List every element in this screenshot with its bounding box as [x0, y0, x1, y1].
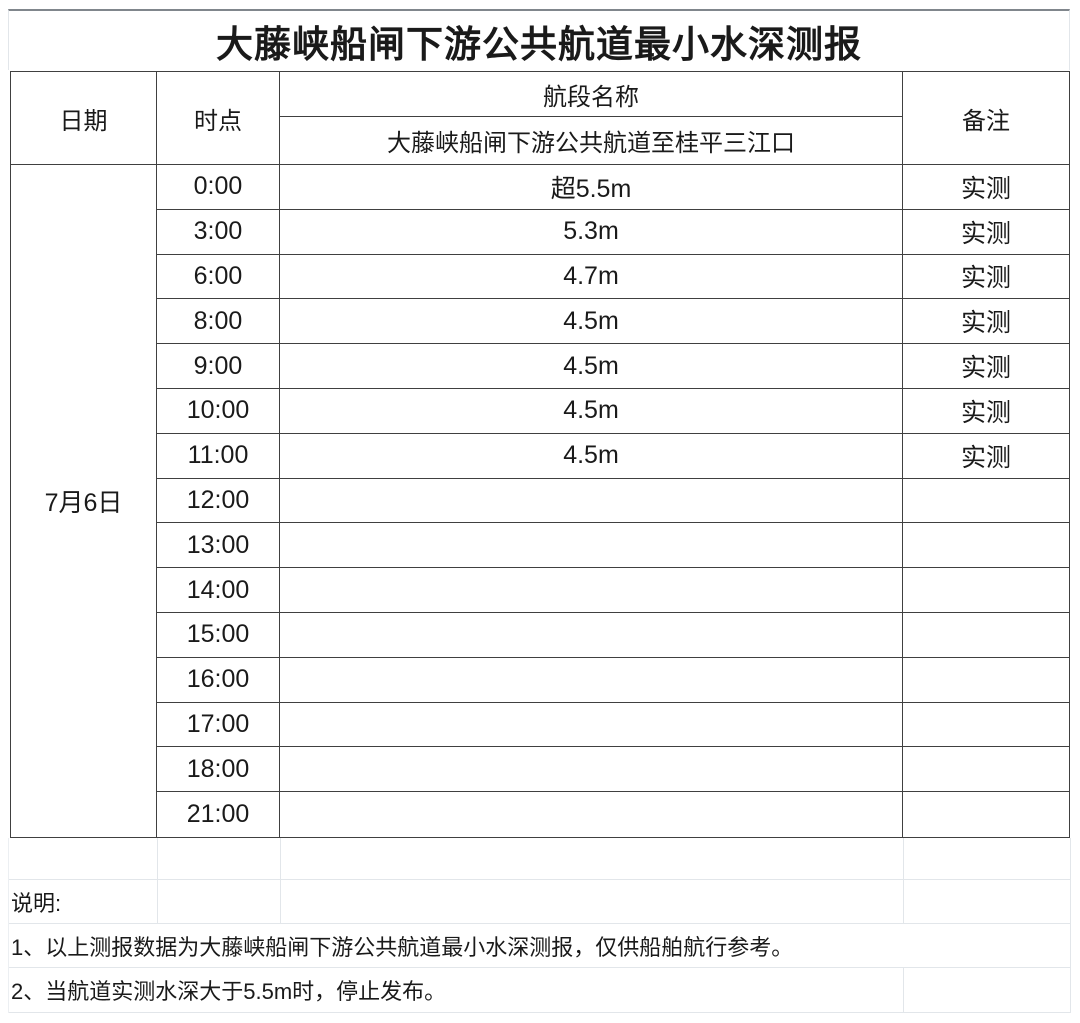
depth-cell: 4.5m	[280, 299, 903, 345]
remark-cell: 实测	[903, 210, 1069, 255]
col-header-segment: 航段名称 大藤峡船闸下游公共航道至桂平三江口	[280, 72, 903, 164]
depth-cell	[280, 702, 903, 748]
col-header-remark: 备注	[962, 107, 1010, 135]
depth-cell	[280, 478, 903, 524]
time-cell: 3:00	[157, 209, 280, 255]
time-cell: 0:00	[157, 165, 280, 210]
spacer-row	[9, 838, 1070, 880]
time-cell: 8:00	[157, 299, 280, 345]
note-text-2: 2、当航道实测水深大于5.5m时，停止发布。	[9, 968, 904, 1012]
time-cell: 12:00	[157, 478, 280, 524]
time-cell: 14:00	[157, 568, 280, 613]
note-text-1: 1、以上测报数据为大藤峡船闸下游公共航道最小水深测报，仅供船舶航行参考。	[11, 934, 794, 960]
remark-cell: 实测	[903, 344, 1069, 389]
time-cell: 9:00	[157, 344, 280, 389]
remark-cell: 实测	[903, 299, 1069, 345]
note-line: 1、以上测报数据为大藤峡船闸下游公共航道最小水深测报，仅供船舶航行参考。	[9, 924, 1070, 968]
date-cell: 7月6日	[11, 165, 157, 837]
remark-cell	[903, 479, 1069, 524]
time-cell: 10:00	[157, 388, 280, 434]
notes-section: 说明: 1、以上测报数据为大藤峡船闸下游公共航道最小水深测报，仅供船舶航行参考。…	[8, 838, 1071, 1013]
depth-cell: 超5.5m	[280, 165, 903, 210]
remark-cell	[903, 747, 1069, 793]
note-line: 2、当航道实测水深大于5.5m时，停止发布。	[9, 968, 1070, 1013]
col-header-date: 日期	[11, 72, 157, 164]
table-header: 日期 时点 航段名称 大藤峡船闸下游公共航道至桂平三江口 备注	[11, 72, 1069, 164]
time-cell: 18:00	[157, 747, 280, 793]
time-cell: 16:00	[157, 657, 280, 703]
depth-cell: 4.5m	[280, 388, 903, 434]
depth-cell	[280, 568, 903, 613]
depth-cell	[280, 792, 903, 837]
time-cell: 6:00	[157, 254, 280, 300]
notes-label: 说明:	[11, 890, 62, 916]
remark-cell	[903, 703, 1069, 748]
remark-cell	[903, 658, 1069, 703]
remark-cell: 实测	[903, 389, 1069, 434]
depth-cell	[280, 747, 903, 793]
page-title: 大藤峡船闸下游公共航道最小水深测报	[8, 9, 1070, 70]
time-cell: 15:00	[157, 612, 280, 658]
depth-cell	[280, 612, 903, 658]
depth-cell: 4.5m	[280, 433, 903, 479]
remark-cell	[903, 523, 1069, 569]
time-cell: 21:00	[157, 792, 280, 837]
time-cell: 17:00	[157, 702, 280, 748]
notes-label-row: 说明:	[9, 880, 1070, 924]
table-body: 7月6日 0:00 超5.5m 实测 3:00 5.3m 实测 6:00 4.7…	[11, 164, 1069, 837]
col-header-time: 时点	[157, 72, 280, 164]
segment-name-header: 航段名称	[280, 72, 902, 117]
time-cell: 11:00	[157, 433, 280, 479]
depth-cell: 4.5m	[280, 344, 903, 389]
time-cell: 13:00	[157, 523, 280, 569]
remark-cell: 实测	[903, 255, 1069, 300]
depth-cell: 5.3m	[280, 209, 903, 255]
remark-cell: 实测	[903, 165, 1069, 210]
remark-cell	[903, 568, 1069, 613]
remark-cell	[903, 613, 1069, 658]
remark-cell: 实测	[903, 434, 1069, 479]
remark-cell	[903, 792, 1069, 837]
segment-route-header: 大藤峡船闸下游公共航道至桂平三江口	[387, 130, 795, 157]
depth-cell	[280, 523, 903, 569]
depth-cell: 4.7m	[280, 254, 903, 300]
depth-cell	[280, 657, 903, 703]
depth-report-table: 日期 时点 航段名称 大藤峡船闸下游公共航道至桂平三江口 备注 7月6日 0:0…	[10, 71, 1070, 838]
